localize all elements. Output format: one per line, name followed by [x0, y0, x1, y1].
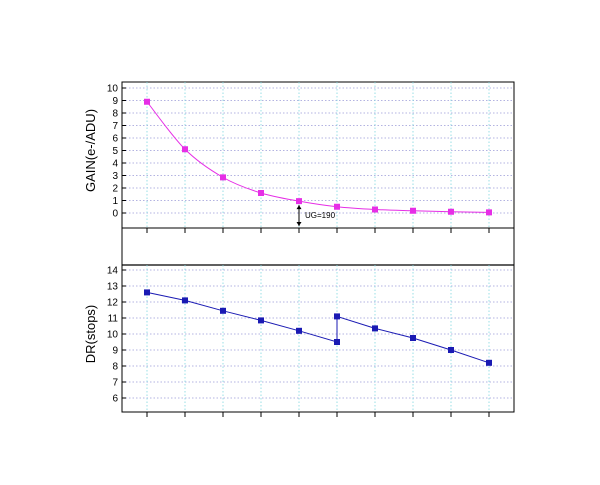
y-tick-label: 12: [107, 298, 119, 309]
y-tick-label: 10: [107, 330, 119, 341]
y-tick-label: 10: [107, 84, 119, 95]
y-tick-label: 1: [112, 196, 118, 207]
data-point: [372, 206, 378, 213]
data-point: [372, 325, 378, 332]
panel-gain: 0 12 34 56 78 910 GAIN(e-/ADU) UG=190: [83, 82, 514, 233]
annotation-label: UG=190: [305, 211, 336, 220]
y-tick-label: 7: [112, 121, 118, 132]
y-tick-label: 5: [112, 146, 118, 157]
data-point: [144, 289, 150, 296]
data-point: [448, 208, 454, 215]
series-line: [146, 291, 490, 364]
data-point: [486, 209, 492, 216]
y-tick-label: 8: [112, 362, 118, 373]
y-tick-label: 9: [112, 346, 118, 357]
data-point: [410, 207, 416, 214]
y-tick-label: 8: [112, 109, 118, 120]
data-point: [220, 307, 226, 314]
y-tick-label: 6: [112, 134, 118, 145]
data-point: [258, 190, 264, 196]
series-line: [146, 101, 490, 213]
data-point: [334, 313, 340, 320]
annotation-arrow-head: [296, 205, 302, 210]
y-tick-label: 3: [112, 171, 118, 182]
y-tick-label: 0: [112, 209, 118, 220]
data-point: [334, 203, 340, 210]
data-point: [182, 146, 188, 153]
y-tick-label: 11: [108, 314, 119, 325]
data-point: [334, 339, 340, 345]
annotation-arrow-head: [296, 222, 302, 226]
data-point: [448, 347, 454, 353]
y-tick-label: 9: [112, 96, 118, 107]
y-axis-title: GAIN(e-/ADU): [83, 109, 98, 192]
data-point: [410, 335, 416, 341]
data-point: [486, 359, 492, 366]
y-tick-label: 14: [107, 266, 119, 277]
data-point: [220, 174, 226, 181]
panel-dr: 6 7 8 9 10 11 12 13 14 DR(stops): [83, 265, 514, 417]
data-point: [144, 98, 150, 105]
y-tick-label: 7: [112, 378, 118, 389]
y-tick-label: 2: [112, 184, 118, 195]
y-tick-label: 13: [107, 282, 119, 293]
data-point: [296, 327, 302, 334]
y-tick-label: 6: [112, 394, 118, 405]
y-axis-title: DR(stops): [83, 305, 98, 364]
plot-frame: [121, 81, 515, 413]
data-point: [258, 317, 264, 324]
data-point: [182, 297, 188, 304]
y-tick-label: 4: [112, 159, 118, 170]
data-point: [296, 198, 302, 205]
